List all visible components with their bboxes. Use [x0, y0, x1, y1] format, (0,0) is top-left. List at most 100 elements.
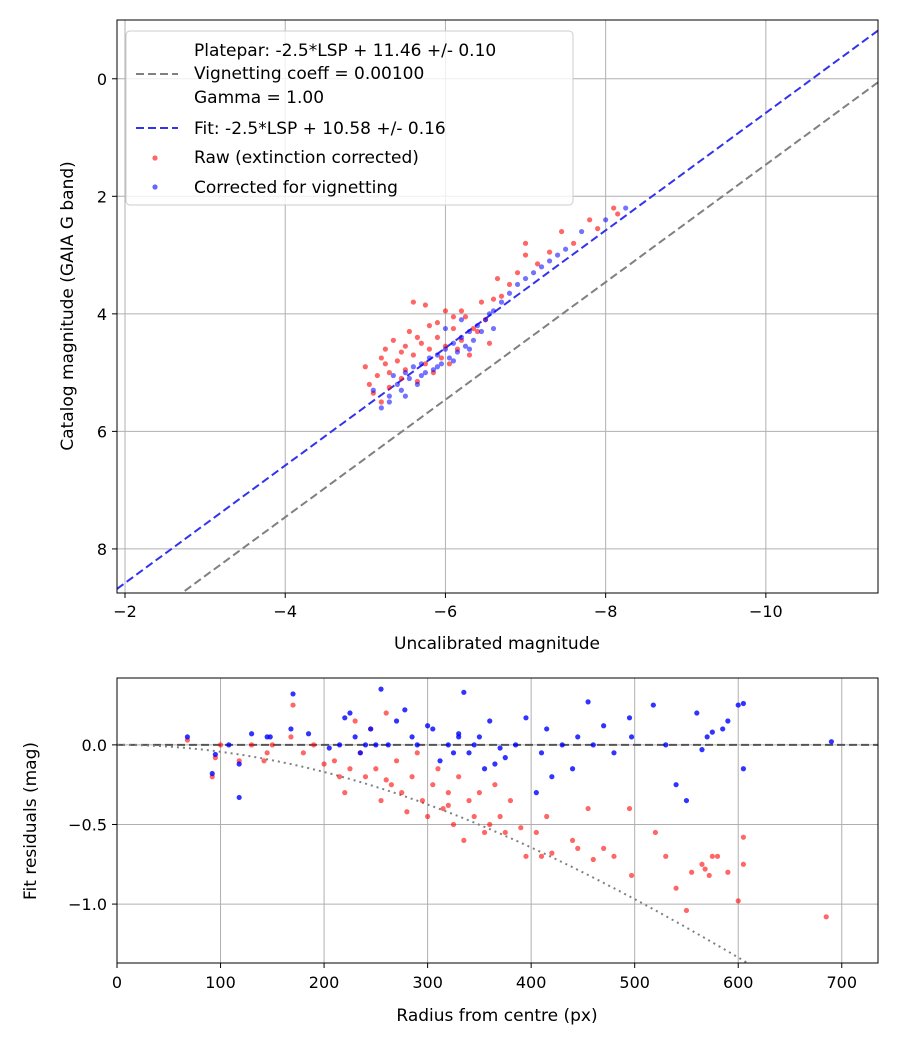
corrected-residual-point	[248, 731, 255, 737]
raw-point	[486, 340, 493, 346]
corrected-residual-point	[264, 734, 270, 740]
raw-residual-point	[419, 797, 426, 804]
corrected-residual-point	[575, 734, 581, 740]
corrected-point	[394, 381, 400, 387]
raw-residual-point	[487, 821, 493, 828]
corrected-residual-point	[352, 734, 358, 740]
raw-point	[615, 211, 621, 217]
corrected-residual-point	[828, 739, 835, 745]
corrected-residual-point	[184, 734, 191, 740]
raw-point	[462, 314, 469, 320]
raw-residual-point	[538, 853, 545, 859]
corrected-point	[402, 393, 408, 399]
corrected-point	[490, 308, 497, 314]
legend-raw-label: Raw (extinction corrected)	[194, 148, 419, 168]
corrected-residual-point	[611, 750, 617, 756]
raw-point	[546, 249, 553, 255]
corrected-residual-point	[502, 755, 508, 761]
bottom-grid	[116, 678, 878, 963]
corrected-point	[506, 290, 513, 296]
raw-residual-point	[217, 742, 224, 748]
top-x-axis-label: Uncalibrated magnitude	[394, 634, 600, 654]
raw-residual-point	[523, 853, 529, 859]
corrected-residual-point	[236, 794, 242, 801]
raw-residual-point	[585, 805, 591, 812]
raw-point	[374, 372, 380, 379]
raw-point	[426, 346, 433, 352]
bottom-chart: 0 100 200 300 400 500 600 700 0.0 −0.5 −1.0 Radiu…	[21, 677, 879, 1026]
legend-vignetting-label: Vignetting coeff = 0.00100	[194, 64, 424, 84]
raw-point	[466, 352, 473, 358]
raw-point	[474, 328, 481, 335]
corrected-point	[470, 337, 477, 343]
raw-residual-point	[248, 742, 255, 748]
raw-point	[595, 226, 601, 232]
bottom-x-ticks: 0 100 200 300 400 500 600 700	[112, 963, 857, 992]
raw-residual-point	[663, 853, 669, 859]
corrected-residual-point	[549, 774, 555, 780]
corrected-residual-point	[585, 699, 591, 705]
raw-point	[434, 320, 441, 326]
raw-residual-point	[288, 734, 294, 740]
raw-point	[394, 358, 400, 364]
corrected-point	[402, 370, 408, 376]
corrected-point	[442, 346, 449, 352]
raw-residual-point	[518, 825, 524, 831]
corrected-residual-point	[481, 766, 488, 772]
top-x-tick-label: −8	[594, 602, 618, 621]
corrected-point	[446, 355, 453, 361]
corrected-point	[442, 325, 449, 332]
raw-point	[587, 217, 593, 223]
raw-residual-point	[290, 702, 296, 708]
raw-residual-point	[331, 758, 338, 764]
corrected-point	[450, 358, 457, 364]
corrected-residual-point	[425, 723, 431, 729]
top-raw-points	[362, 205, 621, 405]
corrected-residual-point	[492, 761, 498, 767]
corrected-residual-point	[445, 742, 451, 748]
raw-point	[571, 240, 577, 246]
corrected-point	[538, 264, 545, 270]
raw-point	[410, 352, 416, 358]
corrected-residual-point	[409, 734, 415, 740]
corrected-point	[554, 252, 561, 258]
bottom-raw-points	[184, 702, 829, 920]
raw-residual-point	[569, 837, 576, 844]
raw-residual-point	[414, 750, 420, 756]
corrected-residual-point	[704, 734, 710, 740]
raw-residual-point	[425, 813, 431, 820]
raw-point	[386, 370, 392, 376]
raw-residual-point	[507, 797, 514, 804]
corrected-residual-point	[709, 729, 715, 735]
corrected-point	[482, 317, 489, 323]
raw-residual-point	[383, 710, 389, 716]
raw-residual-point	[709, 853, 715, 859]
top-legend: Platepar: -2.5*LSP + 11.46 +/- 0.10 Vign…	[125, 30, 574, 206]
raw-residual-point	[352, 718, 358, 724]
raw-residual-point	[269, 742, 275, 748]
corrected-point	[458, 334, 465, 340]
corrected-point	[530, 270, 537, 276]
top-y-tick-label: 0	[97, 70, 107, 89]
raw-point	[426, 323, 433, 329]
corrected-residual-point	[533, 790, 539, 796]
raw-point	[382, 361, 388, 367]
corrected-residual-point	[523, 715, 529, 721]
top-y-axis-label: Catalog magnitude (GAIA G band)	[58, 161, 78, 451]
corrected-residual-point	[471, 742, 477, 748]
corrected-residual-point	[683, 797, 690, 804]
top-x-tick-label: −10	[749, 602, 783, 621]
corrected-point	[386, 393, 392, 399]
corrected-point	[498, 299, 505, 305]
corrected-residual-point	[305, 731, 312, 737]
raw-residual-point	[450, 821, 457, 828]
raw-residual-point	[673, 885, 679, 891]
raw-residual-point	[471, 813, 477, 820]
bottom-y-axis-label: Fit residuals (mag)	[21, 742, 41, 900]
raw-point	[390, 337, 396, 343]
corrected-residual-point	[694, 710, 700, 716]
raw-point	[458, 308, 465, 314]
raw-point	[522, 240, 529, 246]
corrected-residual-point	[393, 718, 400, 724]
raw-point	[522, 252, 529, 258]
